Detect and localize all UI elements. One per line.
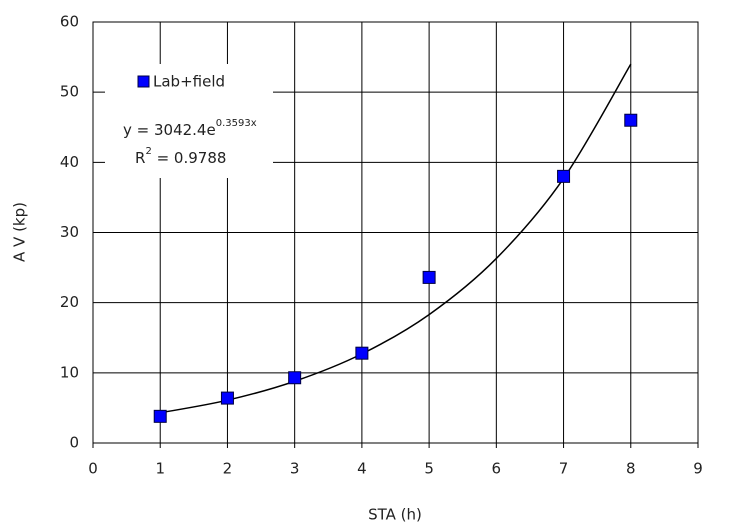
x-tick-label: 6 <box>492 460 502 478</box>
y-tick-label: 30 <box>60 223 79 241</box>
trend-equation: y = 3042.4e0.3593x <box>123 118 257 139</box>
r2-exponent: 2 <box>145 146 151 157</box>
y-tick-label: 50 <box>60 83 79 101</box>
x-tick-label: 2 <box>223 460 233 478</box>
r2-rest: = 0.9788 <box>152 149 227 167</box>
y-tick-label: 40 <box>60 153 79 171</box>
data-point <box>624 113 638 127</box>
y-axis-label: A V (kp) <box>11 202 29 262</box>
y-tick-label: 10 <box>60 363 79 381</box>
data-point <box>422 270 436 284</box>
x-tick-label: 1 <box>155 460 165 478</box>
y-tick-label: 0 <box>69 434 79 452</box>
r2-base: R <box>135 149 145 167</box>
equation-base: y = 3042.4e <box>123 121 216 139</box>
x-tick-label: 3 <box>290 460 300 478</box>
data-point <box>153 409 167 423</box>
data-point <box>288 371 302 385</box>
x-tick-label: 5 <box>424 460 434 478</box>
data-point <box>220 391 234 405</box>
r-squared: R2 = 0.9788 <box>135 146 226 167</box>
equation-exponent: 0.3593x <box>216 118 257 129</box>
legend-label: Lab+field <box>153 73 225 91</box>
x-axis-label: STA (h) <box>368 506 422 524</box>
data-point <box>557 169 571 183</box>
plot-border <box>92 21 699 444</box>
x-tick-label: 8 <box>626 460 636 478</box>
y-tick-label: 20 <box>60 293 79 311</box>
legend-marker <box>137 75 150 88</box>
x-tick-label: 4 <box>357 460 367 478</box>
y-tick-label: 60 <box>60 13 79 31</box>
x-tick-label: 7 <box>559 460 569 478</box>
data-point <box>355 346 369 360</box>
x-tick-label: 0 <box>88 460 98 478</box>
x-tick-label: 9 <box>693 460 703 478</box>
legend-box <box>105 64 273 178</box>
